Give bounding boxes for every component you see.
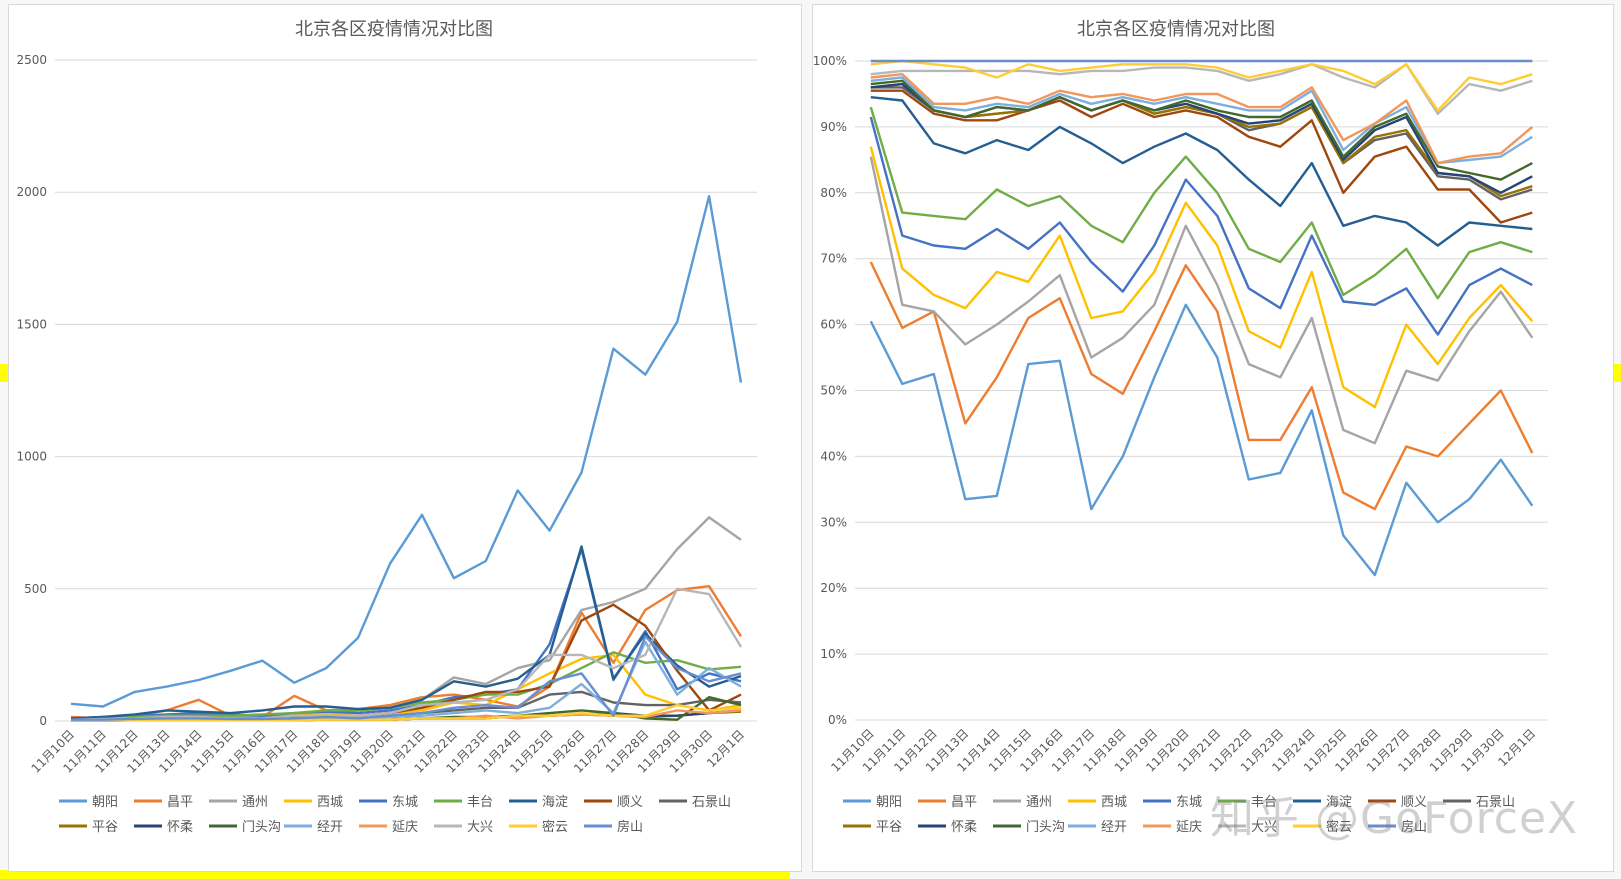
legend-label: 东城 [1176, 795, 1202, 810]
y-tick-label: 2000 [16, 185, 47, 199]
series-line-延庆 [870, 72, 1534, 165]
series-line-朝阳 [70, 194, 743, 708]
cell-highlight-left [0, 364, 8, 382]
y-tick-label: 30% [820, 515, 847, 529]
series-line-门头沟 [870, 79, 1533, 181]
legend-label: 大兴 [467, 820, 493, 835]
chart-count[interactable]: 北京各区疫情情况对比图 0 500 1000 1500 2000 2500 11月10日 11月… [8, 4, 802, 872]
cell-highlight-bottom [0, 870, 790, 879]
legend-label: 顺义 [1401, 795, 1427, 810]
series-line-通州 [869, 156, 1534, 445]
series-line-顺义 [870, 89, 1533, 224]
chart-count-svg: 北京各区疫情情况对比图0500100015002000250011月10日11月… [16, 19, 757, 835]
chart-title: 北京各区疫情情况对比图 [295, 19, 493, 40]
y-tick-label: 20% [820, 581, 847, 595]
legend-label: 平谷 [92, 820, 118, 835]
y-tick-label: 1000 [16, 450, 47, 464]
chart-percent-svg: 北京各区疫情情况对比图 0% 10% 20% 30% 40% 50% 60% 70% 80% 90%… [813, 19, 1548, 835]
watermark-text: 知乎 @GoForceX [1210, 793, 1579, 844]
legend-label: 海淀 [542, 795, 568, 810]
series-line-海淀 [870, 96, 1533, 247]
series-line-昌平 [70, 585, 743, 720]
legend-label: 经开 [317, 820, 343, 835]
legend-label: 通州 [242, 795, 268, 810]
legend-label: 石景山 [1476, 795, 1515, 810]
y-tick-label: 2500 [16, 53, 47, 67]
y-tick-label: 0 [39, 714, 47, 728]
series-line-东城 [869, 116, 1533, 336]
legend-label: 丰台 [467, 795, 493, 810]
series-line-大兴 [70, 587, 743, 721]
series-line-朝阳 [869, 303, 1534, 577]
legend-label: 密云 [1326, 819, 1352, 835]
series-line-昌平 [869, 261, 1534, 511]
legend-label: 海淀 [1326, 795, 1352, 810]
y-tick-label: 80% [820, 186, 847, 200]
series-line-房山 [71, 635, 742, 721]
series-line-东城 [70, 547, 742, 720]
legend-label: 延庆 [1176, 820, 1202, 835]
legend-label: 大兴 [1251, 820, 1277, 835]
legend-label: 西城 [317, 795, 343, 810]
y-tick-label: 40% [820, 449, 847, 463]
y-tick-label: 60% [820, 318, 847, 332]
y-tick-label: 500 [24, 582, 47, 596]
legend-label: 顺义 [617, 795, 643, 810]
series-line-海淀 [70, 545, 742, 720]
series-line-密云 [870, 59, 1533, 112]
legend-label: 东城 [392, 795, 418, 810]
y-tick-label: 70% [820, 252, 847, 266]
y-tick-label: 0% [828, 713, 847, 727]
series-line-平谷 [870, 82, 1533, 198]
legend-label: 怀柔 [167, 820, 193, 835]
y-tick-label: 10% [820, 647, 847, 661]
legend-label: 昌平 [167, 795, 193, 810]
legend-label: 昌平 [951, 795, 977, 810]
series-line-丰台 [869, 106, 1533, 300]
chart-title: 北京各区疫情情况对比图 [1077, 19, 1275, 40]
legend-label: 房山 [1401, 819, 1427, 835]
legend-label: 门头沟 [242, 820, 281, 835]
legend-label: 怀柔 [951, 820, 977, 835]
legend-label: 延庆 [392, 820, 418, 835]
legend-label: 朝阳 [92, 795, 118, 810]
legend-label: 石景山 [692, 795, 731, 810]
y-tick-label: 90% [820, 120, 847, 134]
chart-percent[interactable]: 北京各区疫情情况对比图 0% 10% 20% 30% 40% 50% 60% 70% 80% 90%… [812, 4, 1614, 872]
legend-label: 朝阳 [876, 795, 902, 810]
legend-label: 西城 [1101, 795, 1127, 810]
series-line-西城 [869, 146, 1534, 409]
legend-label: 经开 [1101, 820, 1127, 835]
legend-label: 门头沟 [1026, 820, 1065, 835]
legend-label: 通州 [1026, 795, 1052, 810]
cell-highlight-right [1612, 364, 1621, 382]
series-line-经开 [870, 76, 1533, 165]
y-tick-label: 50% [820, 384, 847, 398]
legend-label: 平谷 [876, 820, 902, 835]
legend-label: 丰台 [1251, 795, 1277, 810]
y-tick-label: 100% [813, 54, 847, 68]
series-line-密云 [71, 703, 742, 722]
legend-label: 房山 [617, 819, 643, 835]
legend-label: 密云 [542, 819, 568, 835]
y-tick-label: 1500 [16, 317, 47, 331]
